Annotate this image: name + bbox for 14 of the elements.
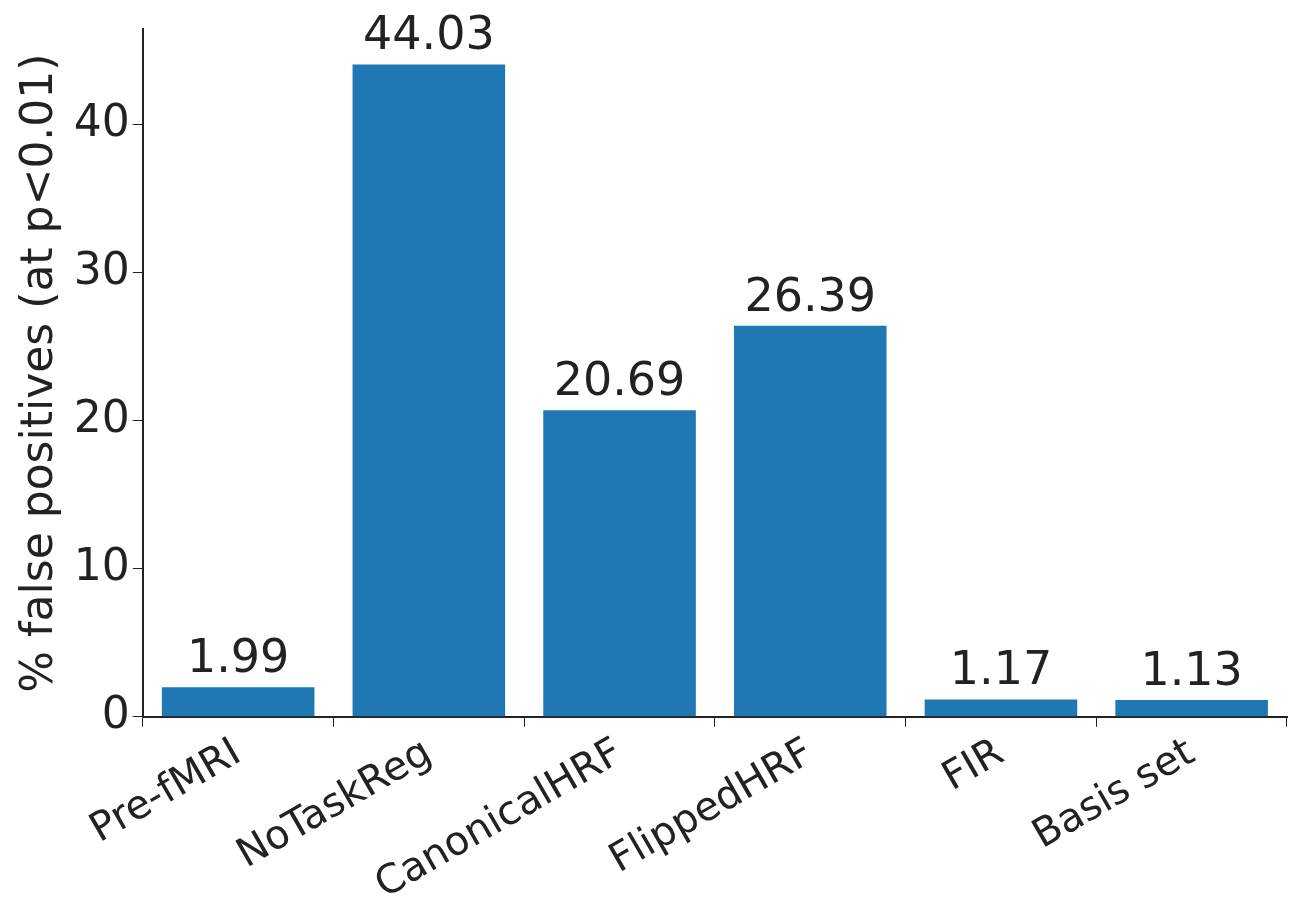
data-label: 1.99: [186, 629, 290, 684]
y-tick-label: 20: [73, 390, 130, 442]
data-label: 1.17: [949, 641, 1053, 696]
y-axis-title: % false positives (at p<0.01): [10, 53, 62, 693]
x-tick-label: FIR: [933, 727, 1011, 799]
y-tick-label: 10: [73, 539, 130, 591]
x-tick-label: Basis set: [1023, 727, 1202, 857]
data-label: 44.03: [362, 6, 495, 61]
y-tick-label: 40: [73, 94, 130, 146]
y-tick-label: 30: [73, 242, 130, 294]
y-tick-label: 0: [101, 687, 130, 739]
data-label: 1.13: [1140, 642, 1243, 697]
data-label: 26.39: [744, 267, 877, 322]
data-label: 20.69: [553, 352, 686, 407]
